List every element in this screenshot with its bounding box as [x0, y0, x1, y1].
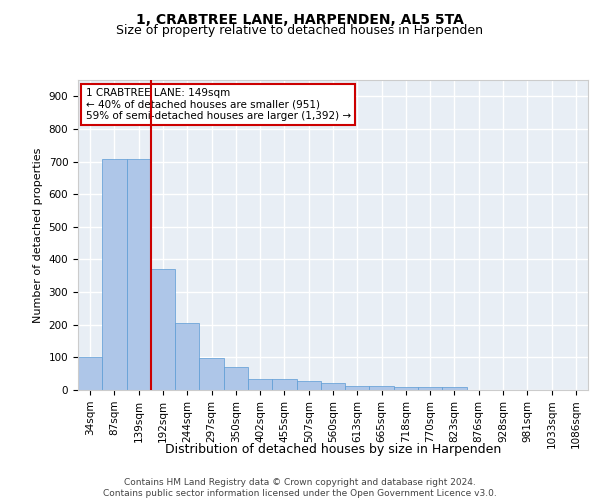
- Bar: [127, 160, 151, 390]
- Text: Contains HM Land Registry data © Crown copyright and database right 2024.
Contai: Contains HM Land Registry data © Crown c…: [103, 478, 497, 498]
- Bar: [272, 379, 296, 390]
- Bar: [345, 386, 370, 390]
- Bar: [151, 268, 175, 390]
- Bar: [321, 383, 345, 390]
- Bar: [296, 381, 321, 390]
- Bar: [224, 366, 248, 390]
- Text: 1, CRABTREE LANE, HARPENDEN, AL5 5TA: 1, CRABTREE LANE, HARPENDEN, AL5 5TA: [136, 12, 464, 26]
- Bar: [102, 160, 127, 390]
- Bar: [199, 358, 224, 390]
- Bar: [394, 388, 418, 390]
- Bar: [418, 386, 442, 390]
- Bar: [442, 386, 467, 390]
- Bar: [248, 379, 272, 390]
- Text: Size of property relative to detached houses in Harpenden: Size of property relative to detached ho…: [116, 24, 484, 37]
- Text: Distribution of detached houses by size in Harpenden: Distribution of detached houses by size …: [165, 442, 501, 456]
- Text: 1 CRABTREE LANE: 149sqm
← 40% of detached houses are smaller (951)
59% of semi-d: 1 CRABTREE LANE: 149sqm ← 40% of detache…: [86, 88, 351, 121]
- Y-axis label: Number of detached properties: Number of detached properties: [33, 148, 43, 322]
- Bar: [78, 358, 102, 390]
- Bar: [175, 323, 199, 390]
- Bar: [370, 386, 394, 390]
